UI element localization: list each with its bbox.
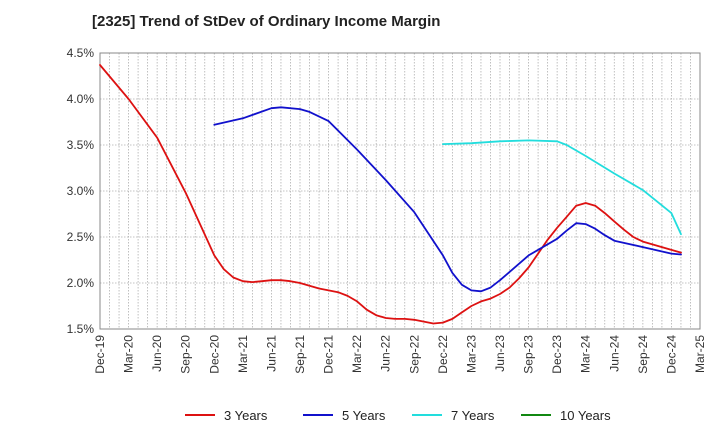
series-line-7-years xyxy=(442,139,682,236)
legend-label-10-years: 10 Years xyxy=(560,408,611,423)
x-tick-label: Jun-20 xyxy=(150,335,164,372)
x-tick-label: Dec-20 xyxy=(207,335,221,374)
x-tick-label: Mar-21 xyxy=(236,335,250,373)
legend-label-7-years: 7 Years xyxy=(451,408,495,423)
x-tick-label: Dec-19 xyxy=(93,335,107,374)
plot-area-border xyxy=(99,52,701,330)
x-tick-label: Sep-23 xyxy=(522,335,536,374)
x-tick-label: Mar-24 xyxy=(579,335,593,373)
legend: 3 Years 5 Years 7 Years 10 Years xyxy=(185,408,611,423)
y-tick-label: 4.5% xyxy=(67,46,95,60)
x-tick-label: Sep-24 xyxy=(636,335,650,374)
x-tick-label: Dec-23 xyxy=(550,335,564,374)
y-tick-label: 3.0% xyxy=(67,184,95,198)
chart-title: [2325] Trend of StDev of Ordinary Income… xyxy=(92,13,441,30)
x-tick-label: Dec-22 xyxy=(436,335,450,374)
x-tick-label: Mar-20 xyxy=(122,335,136,373)
y-tick-label: 1.5% xyxy=(67,322,95,336)
x-tick-label: Dec-24 xyxy=(664,335,678,374)
x-tick-label: Dec-21 xyxy=(322,335,336,374)
legend-label-3-years: 3 Years xyxy=(224,408,268,423)
legend-label-5-years: 5 Years xyxy=(342,408,386,423)
y-tick-label: 3.5% xyxy=(67,138,95,152)
series-line-3-years xyxy=(99,64,682,325)
x-tick-label: Mar-23 xyxy=(464,335,478,373)
x-tick-label: Sep-21 xyxy=(293,335,307,374)
y-tick-label: 2.5% xyxy=(67,230,95,244)
x-tick-label: Jun-23 xyxy=(493,335,507,372)
x-tick-label: Sep-22 xyxy=(407,335,421,374)
x-tick-label: Jun-21 xyxy=(264,335,278,372)
series-line-5-years xyxy=(213,106,682,293)
grid-lines xyxy=(99,52,701,330)
y-tick-label: 2.0% xyxy=(67,276,95,290)
x-tick-label: Sep-20 xyxy=(179,335,193,374)
x-tick-label: Mar-25 xyxy=(693,335,707,373)
y-tick-label: 4.0% xyxy=(67,92,95,106)
x-tick-label: Jun-24 xyxy=(607,335,621,372)
x-tick-label: Jun-22 xyxy=(379,335,393,372)
x-tick-label: Mar-22 xyxy=(350,335,364,373)
